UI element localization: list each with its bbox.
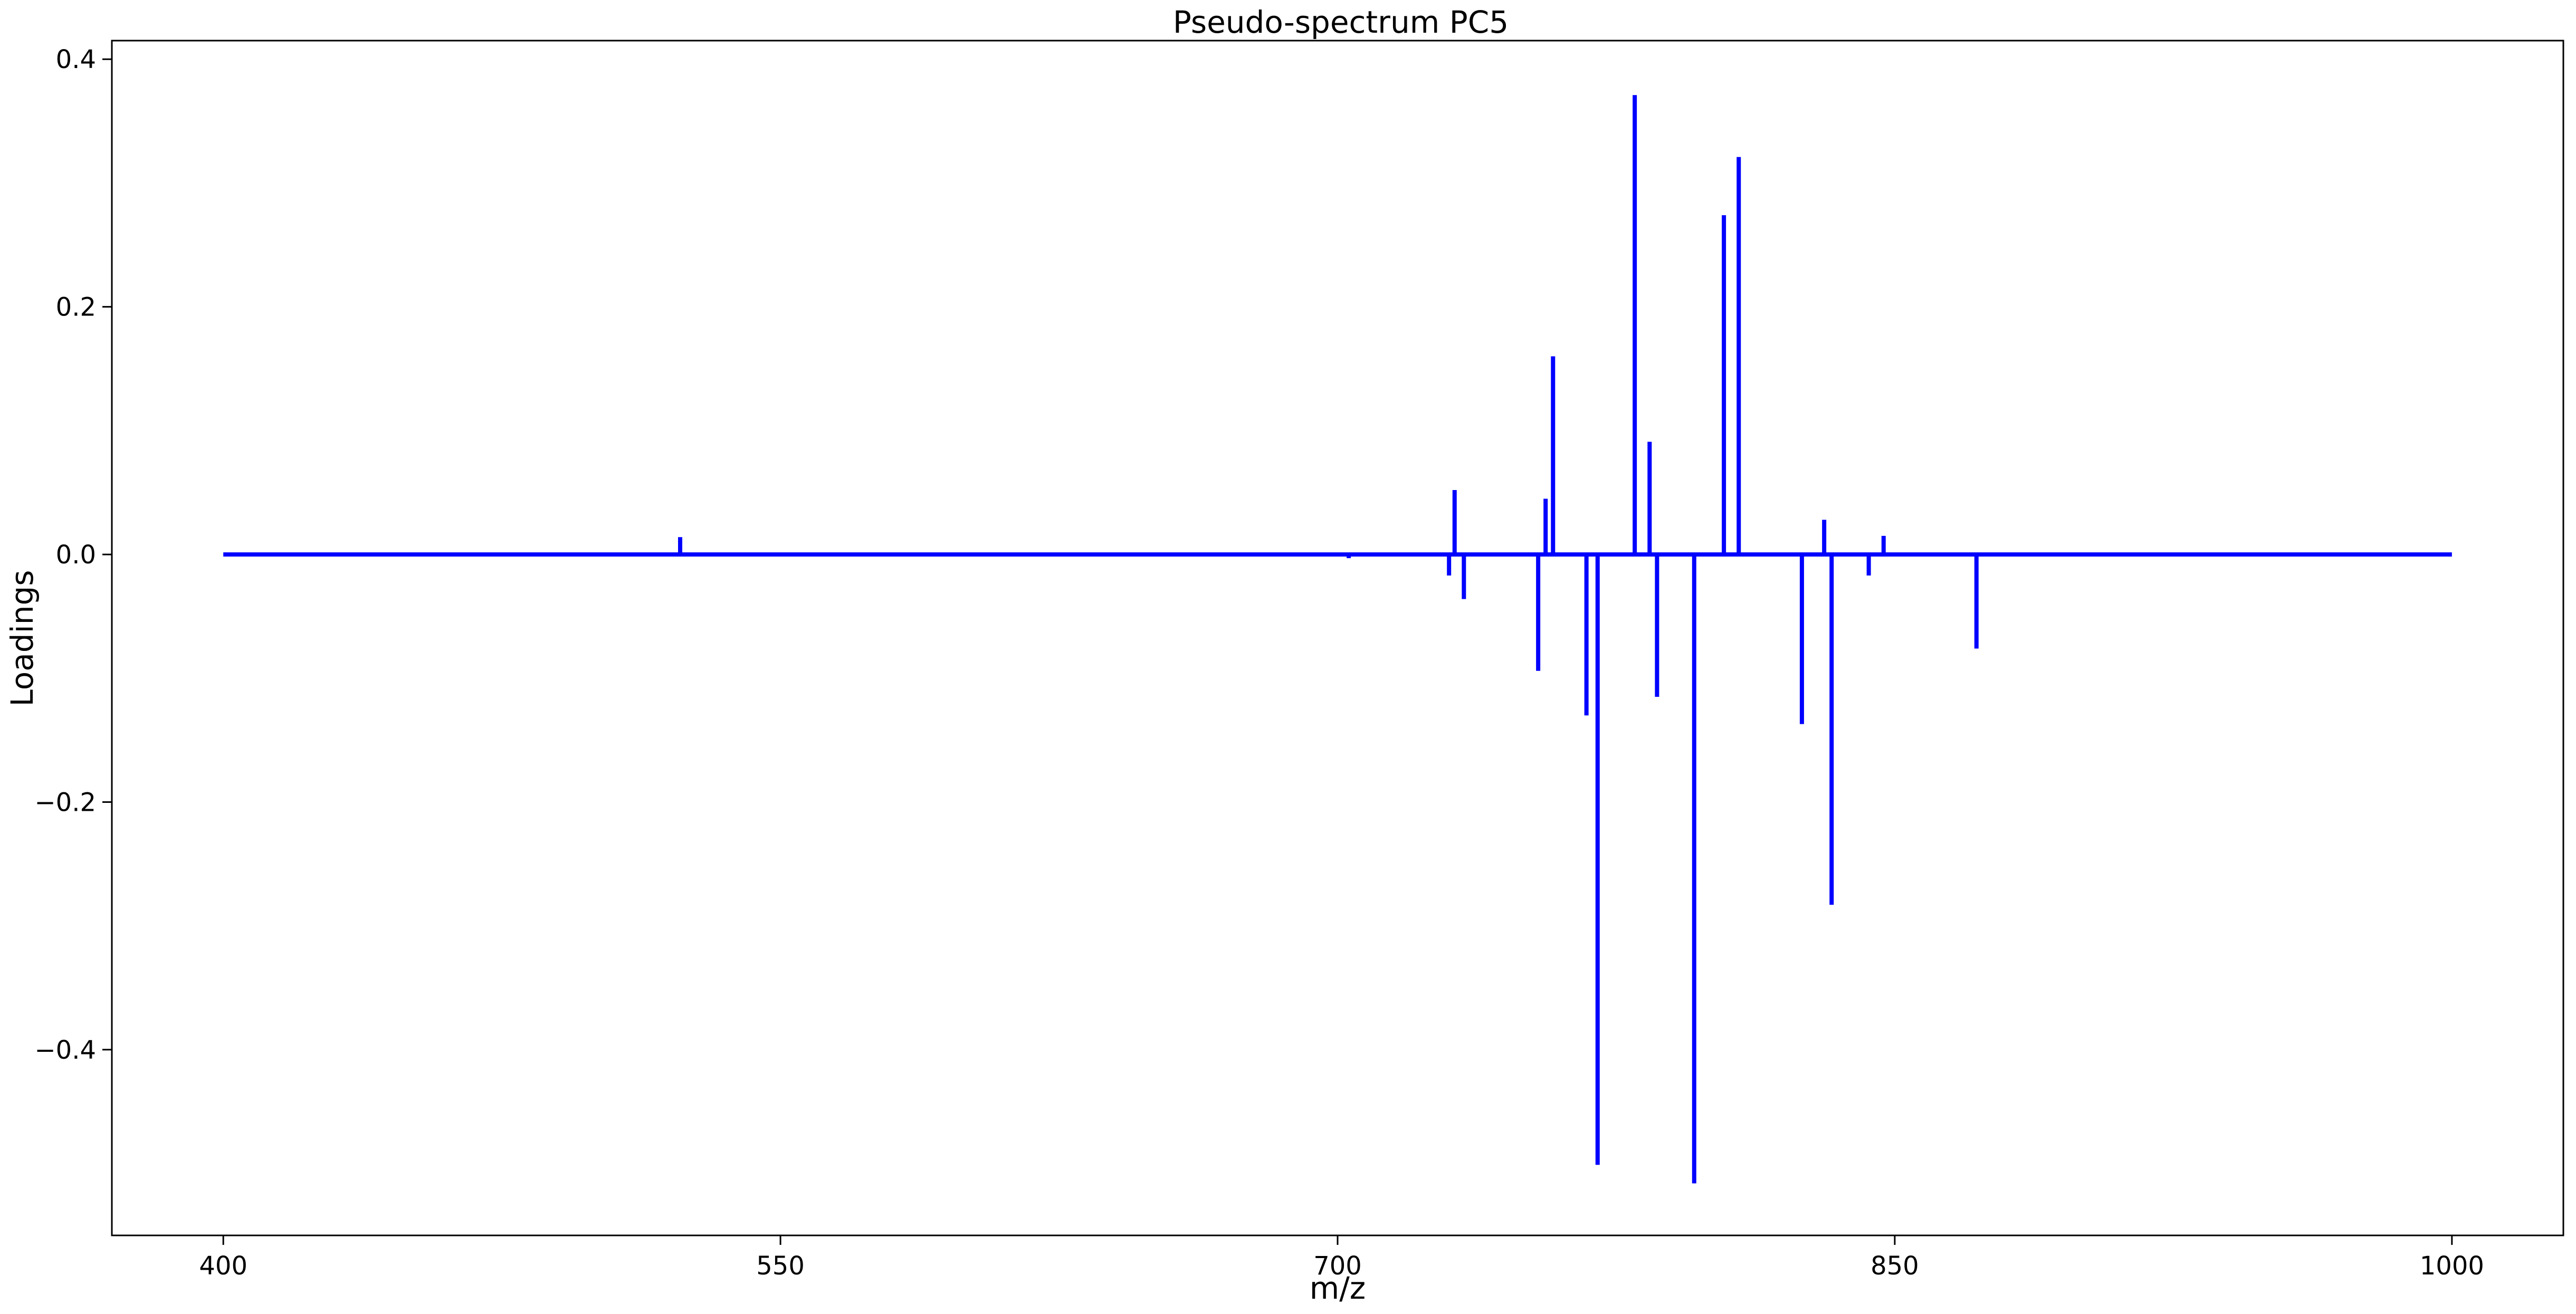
x-tick-label: 1000 bbox=[2420, 1251, 2484, 1281]
y-tick-label: 0.0 bbox=[56, 540, 96, 570]
x-tick-label: 400 bbox=[199, 1251, 247, 1281]
y-tick-label: −0.2 bbox=[34, 788, 96, 817]
x-tick-label: 700 bbox=[1313, 1251, 1362, 1281]
x-axis-ticks: 400 550 700 850 1000 bbox=[199, 1235, 2484, 1281]
y-tick-label: −0.4 bbox=[34, 1035, 96, 1065]
x-axis-label: m/z bbox=[1310, 1270, 1366, 1306]
y-axis-label: Loadings bbox=[4, 570, 40, 706]
y-tick-label: 0.2 bbox=[56, 293, 96, 322]
y-tick-label: 0.4 bbox=[56, 45, 96, 74]
x-tick-label: 550 bbox=[756, 1251, 805, 1281]
plot-area-frame bbox=[111, 40, 2564, 1236]
x-tick-label: 850 bbox=[1871, 1251, 1919, 1281]
series-layer bbox=[223, 95, 2452, 1184]
chart-title: Pseudo-spectrum PC5 bbox=[1173, 4, 1509, 40]
y-axis-ticks: −0.4 −0.2 0.0 0.2 0.4 bbox=[34, 45, 112, 1065]
